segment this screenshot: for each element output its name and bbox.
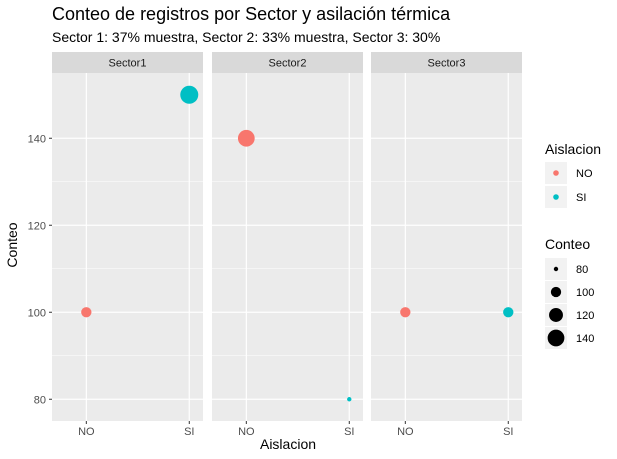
data-point-sector3-no xyxy=(400,307,411,318)
facet-strip xyxy=(212,52,363,73)
panel-background xyxy=(212,73,363,421)
legend-size-label: 120 xyxy=(576,310,594,322)
y-tick-label: 100 xyxy=(28,307,46,319)
data-point-sector1-no xyxy=(81,307,92,318)
legend-size-label: 100 xyxy=(576,287,594,299)
x-tick-label: SI xyxy=(184,426,194,438)
data-point-sector2-si xyxy=(347,397,352,402)
color-legend: Aislacion NO SI xyxy=(545,141,601,208)
facet-strip xyxy=(52,52,203,73)
legend-size-label: 140 xyxy=(576,333,594,345)
chart-subtitle: Sector 1: 37% muestra, Sector 2: 33% mue… xyxy=(52,29,440,45)
data-point-sector1-si xyxy=(180,85,199,104)
facet-strip-label: Sector3 xyxy=(428,58,466,70)
facet-strip xyxy=(371,52,522,73)
size-legend: Conteo 80 100 120 140 xyxy=(545,236,594,349)
x-tick-label: SI xyxy=(503,426,513,438)
legend-size-swatch-140 xyxy=(547,329,565,347)
legend-color-swatch-si xyxy=(553,194,559,200)
size-legend-title: Conteo xyxy=(545,236,590,252)
y-tick-label: 80 xyxy=(34,394,46,406)
legend-color-swatch-no xyxy=(553,170,559,176)
legend-size-label: 80 xyxy=(576,264,588,276)
x-axis-title: Aislacion xyxy=(260,436,316,452)
panel-background xyxy=(52,73,203,421)
legend-color-label: SI xyxy=(576,192,586,204)
color-legend-title: Aislacion xyxy=(545,141,601,157)
facet-strip-label: Sector1 xyxy=(109,58,147,70)
legend-color-label: NO xyxy=(576,168,593,180)
x-tick-label: NO xyxy=(397,426,414,438)
data-point-sector2-no xyxy=(237,129,255,147)
chart-title: Conteo de registros por Sector y asilaci… xyxy=(52,4,451,24)
y-axis: 80 100 120 140 xyxy=(28,133,52,406)
x-tick-label: NO xyxy=(238,426,255,438)
legend-size-swatch-120 xyxy=(549,308,563,322)
panel-background xyxy=(371,73,522,421)
x-tick-label: NO xyxy=(78,426,95,438)
y-tick-label: 140 xyxy=(28,133,46,145)
facet-strip-label: Sector2 xyxy=(269,58,307,70)
x-tick-label: SI xyxy=(344,426,354,438)
y-axis-title: Conteo xyxy=(4,222,20,267)
legend-size-swatch-100 xyxy=(550,286,562,298)
facet-panels: Sector1 NO SI Sector2 NO SI Sector3 NO SI xyxy=(52,52,522,438)
facet-panel-sector2: Sector2 NO SI xyxy=(212,52,363,438)
data-point-sector3-si xyxy=(503,307,514,318)
facet-panel-sector1: Sector1 NO SI xyxy=(52,52,203,438)
y-tick-label: 120 xyxy=(28,220,46,232)
facet-panel-sector3: Sector3 NO SI xyxy=(371,52,522,438)
legend-size-swatch-80 xyxy=(553,266,559,272)
